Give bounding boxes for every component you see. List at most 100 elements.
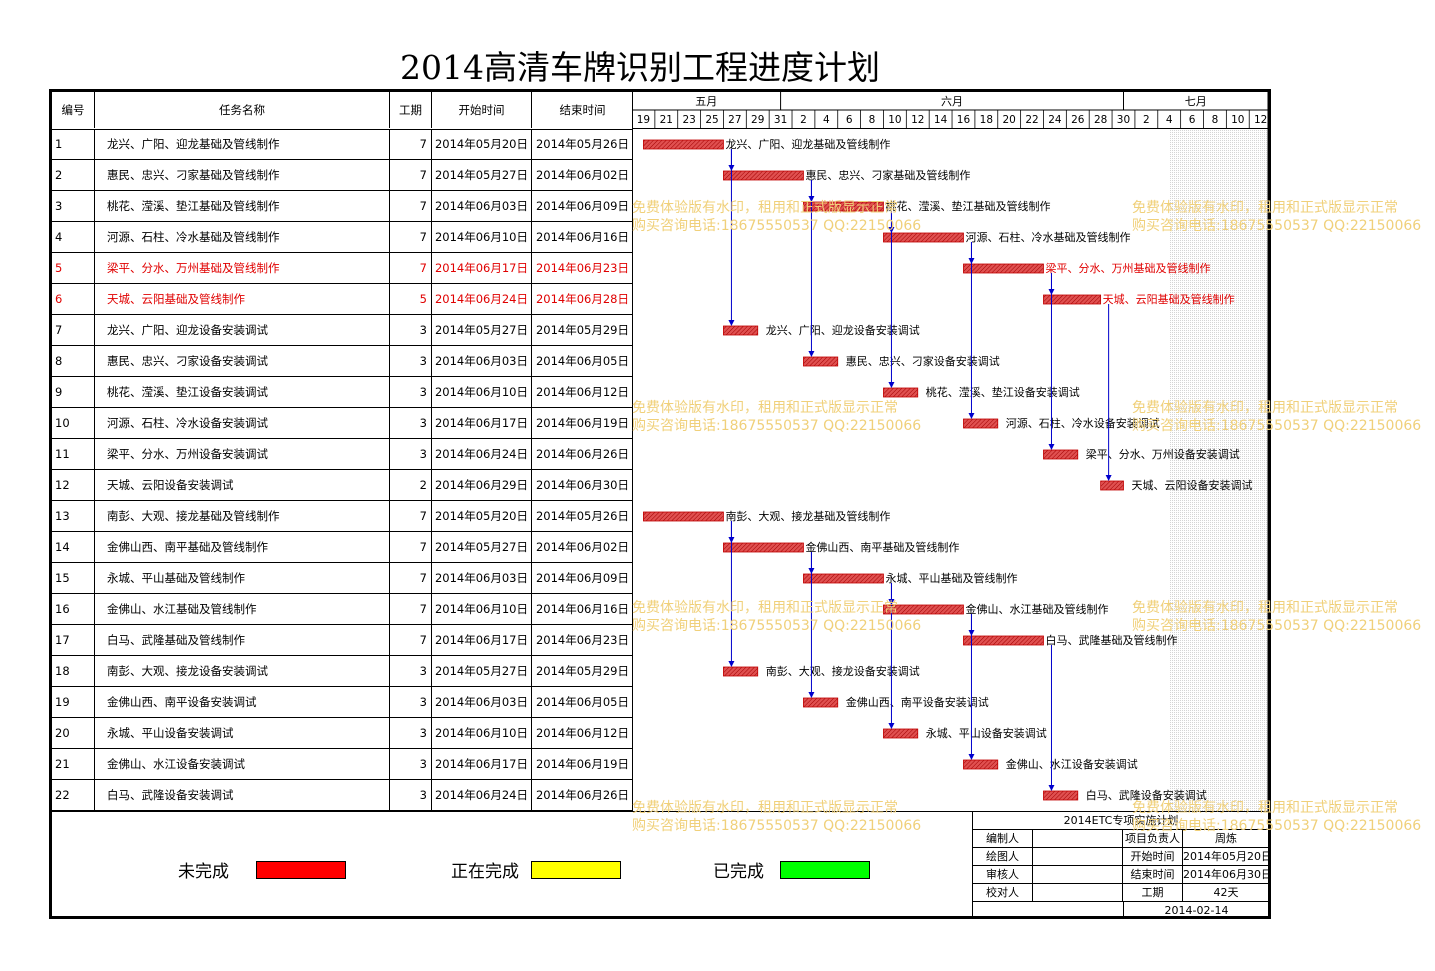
watermark: 免费体验版有水印，租用和正式版显示正常 购买咨询电话:18675550537 QQ… (1132, 199, 1421, 235)
gantt-bar (643, 511, 724, 522)
watermark: 免费体验版有水印，租用和正式版显示正常 购买咨询电话:18675550537 QQ… (1132, 799, 1421, 835)
task-end: 2014年06月12日 (535, 726, 630, 740)
task-no: 10 (52, 408, 95, 438)
tick-label: 10 (1231, 114, 1244, 126)
gantt-bar (803, 356, 839, 367)
task-name: 河源、石柱、冷水设备安装调试 (95, 408, 390, 438)
task-start: 2014年06月24日 (432, 284, 532, 314)
tick-label: 21 (660, 114, 673, 126)
tick-label: 20 (1003, 114, 1016, 126)
info-cell: 审核人 (973, 866, 1033, 883)
legend-label-in-progress: 正在完成 (451, 862, 519, 882)
task-no: 17 (52, 625, 95, 655)
task-duration: 7 (390, 191, 432, 221)
task-end: 2014年06月28日 (535, 292, 630, 306)
tick-label: 25 (705, 114, 718, 126)
task-start: 2014年06月10日 (432, 718, 532, 748)
task-end: 2014年06月05日 (535, 695, 630, 709)
watermark: 免费体验版有水印，租用和正式版显示正常 购买咨询电话:18675550537 QQ… (1132, 399, 1421, 435)
task-duration: 3 (390, 718, 432, 748)
gantt-bar-label: 桃花、滢溪、垫江设备安装调试 (926, 385, 1080, 399)
watermark-line2: 购买咨询电话:18675550537 QQ:22150066 (632, 818, 922, 834)
tick-label: 8 (869, 114, 876, 126)
gantt-bar-label: 桃花、滢溪、垫江基础及管线制作 (885, 199, 1050, 213)
task-name: 桃花、滢溪、垫江基础及管线制作 (95, 191, 390, 221)
info-row: 绘图人 开始时间 2014年05月20日 (973, 848, 1269, 866)
task-duration: 3 (390, 408, 432, 438)
task-end: 2014年06月09日 (535, 199, 630, 213)
table-row: 9 桃花、滢溪、垫江设备安装调试 3 2014年06月10日 2014年06月12日 (52, 377, 633, 408)
tick-label: 14 (934, 114, 948, 126)
task-no: 20 (52, 718, 95, 748)
task-start: 2014年06月03日 (432, 563, 532, 593)
tick-label: 2 (1143, 114, 1150, 126)
tick-label: 18 (980, 114, 993, 126)
task-name: 白马、武隆基础及管线制作 (95, 625, 390, 655)
tick-label: 4 (823, 114, 830, 126)
tick-label: 19 (637, 114, 650, 126)
task-end: 2014年06月16日 (535, 230, 630, 244)
watermark-line2: 购买咨询电话:18675550537 QQ:22150066 (632, 618, 922, 634)
task-name: 桃花、滢溪、垫江设备安装调试 (95, 377, 390, 407)
task-end: 2014年06月19日 (535, 757, 630, 771)
gantt-bar-label: 永城、平山设备安装调试 (926, 726, 1047, 740)
task-name: 永城、平山基础及管线制作 (95, 563, 390, 593)
task-end: 2014年05月29日 (535, 664, 630, 678)
watermark-line1: 免费体验版有水印，租用和正式版显示正常 (632, 600, 898, 616)
task-duration: 3 (390, 346, 432, 376)
info-cell (1033, 848, 1123, 865)
gantt-bar-label: 白马、武隆基础及管线制作 (1045, 633, 1177, 647)
task-duration: 7 (390, 532, 432, 562)
info-row: 校对人 工期 42天 (973, 884, 1269, 902)
watermark-line1: 免费体验版有水印，租用和正式版显示正常 (1132, 200, 1398, 216)
gantt-bar-label: 南彭、大观、接龙设备安装调试 (766, 664, 920, 678)
task-duration: 3 (390, 687, 432, 717)
gantt-bar (963, 759, 999, 770)
task-duration: 7 (390, 563, 432, 593)
gantt-bar (723, 666, 759, 677)
task-end: 2014年06月12日 (535, 385, 630, 399)
gantt-bar (883, 232, 964, 243)
watermark: 免费体验版有水印，租用和正式版显示正常购买咨询电话:18675550537 QQ… (632, 599, 921, 635)
task-no: 1 (52, 129, 95, 159)
gantt-bar (723, 542, 804, 553)
gantt-bar (803, 697, 839, 708)
tick-label: 12 (911, 114, 924, 126)
task-no: 9 (52, 377, 95, 407)
task-name: 河源、石柱、冷水基础及管线制作 (95, 222, 390, 252)
gantt-bar (643, 139, 724, 150)
task-name: 天城、云阳基础及管线制作 (95, 284, 390, 314)
tick-label: 8 (1212, 114, 1219, 126)
gantt-bar (803, 201, 884, 212)
watermark-line2: 购买咨询电话:18675550537 QQ:22150066 (1132, 418, 1422, 434)
tick-label: 22 (1025, 114, 1038, 126)
table-row: 1 龙兴、广阳、迎龙基础及管线制作 7 2014年05月20日 2014年05月26日 (52, 129, 633, 160)
tick-label: 28 (1094, 114, 1107, 126)
table-row: 3 桃花、滢溪、垫江基础及管线制作 7 2014年06月03日 2014年06月09日 (52, 191, 633, 222)
table-row: 8 惠民、忠兴、刁家设备安装调试 3 2014年06月03日 2014年06月05日 (52, 346, 633, 377)
task-start: 2014年06月10日 (432, 222, 532, 252)
task-name: 金佛山西、南平基础及管线制作 (95, 532, 390, 562)
task-duration: 7 (390, 222, 432, 252)
gantt-bar-label: 惠民、忠兴、刁家设备安装调试 (846, 354, 1000, 368)
gantt-bar (1043, 294, 1102, 305)
table-row: 15 永城、平山基础及管线制作 7 2014年06月03日 2014年06月09日 (52, 563, 633, 594)
gantt-bar (723, 325, 759, 336)
task-name: 龙兴、广阳、迎龙设备安装调试 (95, 315, 390, 345)
gantt-bar-label: 河源、石柱、冷水设备安装调试 (1006, 416, 1160, 430)
task-start: 2014年05月20日 (432, 501, 532, 531)
info-date: 2014-02-14 (1123, 902, 1269, 919)
watermark-line1: 免费体验版有水印，租用和正式版显示正常 (1132, 600, 1398, 616)
task-name: 龙兴、广阳、迎龙基础及管线制作 (95, 129, 390, 159)
gantt-bar-label: 龙兴、广阳、迎龙设备安装调试 (766, 323, 920, 337)
info-cell: 结束时间 (1123, 866, 1183, 883)
task-name: 惠民、忠兴、刁家设备安装调试 (95, 346, 390, 376)
task-start: 2014年05月27日 (432, 656, 532, 686)
watermark-line2: 购买咨询电话:18675550537 QQ:22150066 (1132, 818, 1422, 834)
gantt-bar (883, 387, 919, 398)
task-name: 金佛山、水江设备安装调试 (95, 749, 390, 779)
task-no: 4 (52, 222, 95, 252)
gantt-bar (1100, 480, 1124, 491)
info-row: 编制人 项目负责人 周炼 (973, 830, 1269, 848)
header-duration: 工期 (390, 92, 432, 128)
